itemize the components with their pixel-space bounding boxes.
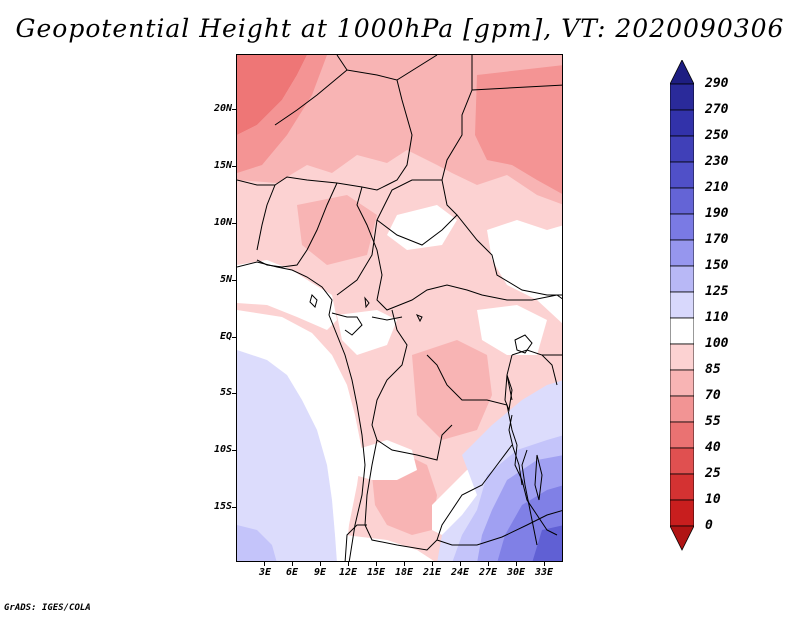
colorbar-label: 85 xyxy=(705,362,721,377)
country-borders xyxy=(237,55,562,561)
lon-label-27e: 27E xyxy=(478,567,498,578)
field-ocean-pale-blue xyxy=(237,350,337,561)
lat-tick xyxy=(232,337,236,338)
colorbar-label: 170 xyxy=(705,232,729,247)
colorbar-segment xyxy=(670,447,694,475)
grads-credit: GrADS: IGES/COLA xyxy=(4,603,91,613)
colorbar-label: 250 xyxy=(705,128,729,143)
colorbar-segment xyxy=(670,161,694,189)
field-northwest-red-2 xyxy=(237,55,327,173)
lon-tick xyxy=(348,562,349,566)
colorbar-segment xyxy=(670,499,694,527)
lat-label-10n: 10N xyxy=(213,217,232,228)
lon-label-12e: 12E xyxy=(338,567,358,578)
colorbar-segment xyxy=(670,83,694,111)
field-white-west xyxy=(237,260,337,330)
colorbar-label: 230 xyxy=(705,154,729,169)
colorbar-bottom-arrow xyxy=(670,525,694,551)
colorbar-label: 0 xyxy=(705,518,713,533)
field-white-central xyxy=(337,310,397,355)
lat-tick xyxy=(232,393,236,394)
field-northwest-red xyxy=(237,55,307,135)
map-title: Geopotential Height at 1000hPa [gpm], VT… xyxy=(15,14,785,43)
colorbar-label: 40 xyxy=(705,440,721,455)
lon-tick xyxy=(404,562,405,566)
colorbar-segment xyxy=(670,213,694,241)
lat-tick xyxy=(232,166,236,167)
lon-label-9e: 9E xyxy=(313,567,327,578)
lon-label-15e: 15E xyxy=(366,567,386,578)
lat-tick xyxy=(232,109,236,110)
field-northeast-red xyxy=(475,65,562,194)
colorbar-segment xyxy=(670,369,694,397)
lat-label-5s: 5S xyxy=(219,387,232,398)
colorbar-label: 150 xyxy=(705,258,729,273)
lon-label-18e: 18E xyxy=(394,567,414,578)
field-south-white xyxy=(355,440,417,480)
colorbar-label: 70 xyxy=(705,388,721,403)
colorbar-segment xyxy=(670,265,694,293)
lon-label-24e: 24E xyxy=(450,567,470,578)
lon-tick xyxy=(264,562,265,566)
lon-label-6e: 6E xyxy=(285,567,299,578)
lon-tick xyxy=(292,562,293,566)
lon-tick xyxy=(544,562,545,566)
lon-label-30e: 30E xyxy=(506,567,526,578)
colorbar-label: 55 xyxy=(705,414,721,429)
lon-tick xyxy=(460,562,461,566)
field-central-red-2 xyxy=(297,195,377,265)
lon-label-21e: 21E xyxy=(422,567,442,578)
colorbar-label: 210 xyxy=(705,180,729,195)
lat-label-eq: EQ xyxy=(219,331,232,342)
colorbar-segment xyxy=(670,473,694,501)
colorbar-label: 25 xyxy=(705,466,721,481)
colorbar-label: 110 xyxy=(705,310,729,325)
colorbar-segment xyxy=(670,343,694,371)
lon-tick xyxy=(320,562,321,566)
colorbar-label: 270 xyxy=(705,102,729,117)
lat-label-5n: 5N xyxy=(219,274,232,285)
colorbar-label: 100 xyxy=(705,336,729,351)
colorbar-label: 10 xyxy=(705,492,721,507)
colorbar-label: 290 xyxy=(705,76,729,91)
colorbar-label: 125 xyxy=(705,284,729,299)
map-panel[interactable] xyxy=(236,54,563,562)
lon-label-3e: 3E xyxy=(258,567,272,578)
lon-tick xyxy=(432,562,433,566)
colorbar-segment xyxy=(670,395,694,423)
lat-label-10s: 10S xyxy=(213,444,232,455)
coastlines xyxy=(237,261,538,561)
field-white-mid xyxy=(387,205,457,250)
lon-tick xyxy=(376,562,377,566)
lat-label-15n: 15N xyxy=(213,160,232,171)
lon-label-33e: 33E xyxy=(534,567,554,578)
colorbar-segment xyxy=(670,109,694,137)
field-white-east2 xyxy=(477,305,547,355)
colorbar xyxy=(670,60,694,551)
lat-label-15s: 15S xyxy=(213,501,232,512)
field-ocean-light-blue xyxy=(237,525,277,561)
colorbar-label: 190 xyxy=(705,206,729,221)
map-canvas xyxy=(237,55,562,561)
field-south-white-3 xyxy=(342,535,434,561)
colorbar-segment xyxy=(670,135,694,163)
lat-tick xyxy=(232,223,236,224)
lon-tick xyxy=(516,562,517,566)
colorbar-segment xyxy=(670,421,694,449)
lat-tick xyxy=(232,450,236,451)
colorbar-segment xyxy=(670,187,694,215)
lat-tick xyxy=(232,280,236,281)
lat-tick xyxy=(232,507,236,508)
colorbar-top-arrow xyxy=(670,60,694,85)
lon-tick xyxy=(488,562,489,566)
lat-label-20n: 20N xyxy=(213,103,232,114)
colorbar-segment xyxy=(670,239,694,267)
lakes xyxy=(309,294,543,501)
colorbar-segment xyxy=(670,291,694,319)
colorbar-segment xyxy=(670,317,694,345)
